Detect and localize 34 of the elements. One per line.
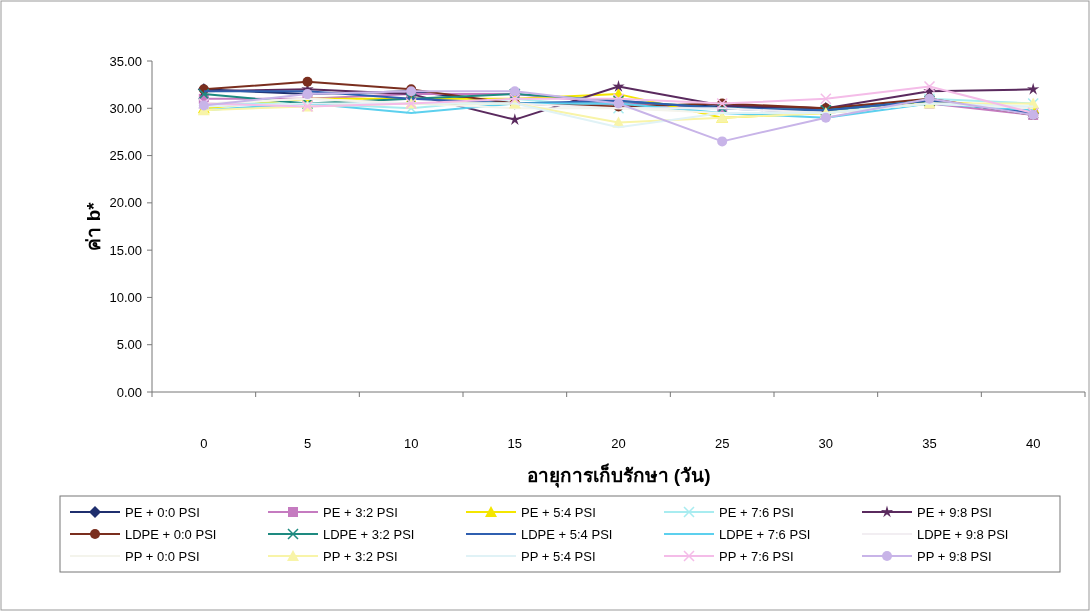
y-axis-title: ค่า b* bbox=[83, 201, 104, 251]
legend-label: PE + 0:0 PSI bbox=[125, 504, 200, 520]
legend-label: LDPE + 7:6 PSI bbox=[719, 526, 811, 542]
x-tick-label: 10 bbox=[403, 436, 419, 451]
x-tick-label: 15 bbox=[507, 436, 523, 451]
y-tick-label: 5.00 bbox=[116, 337, 142, 353]
y-tick-label: 10.00 bbox=[109, 289, 142, 305]
legend-label: LDPE + 5:4 PSI bbox=[521, 526, 613, 542]
y-tick-label: 30.00 bbox=[109, 100, 142, 116]
legend-label: LDPE + 0:0 PSI bbox=[125, 526, 217, 542]
x-tick-label: 25 bbox=[714, 436, 730, 451]
legend-label: LDPE + 9:8 PSI bbox=[917, 526, 1009, 542]
legend-label: PP + 9:8 PSI bbox=[917, 548, 992, 564]
y-tick-label: 20.00 bbox=[109, 195, 142, 211]
y-tick-label: 35.00 bbox=[109, 53, 142, 69]
x-tick-label: 0 bbox=[200, 436, 208, 451]
y-tick-label: 0.00 bbox=[116, 384, 142, 400]
x-tick-label: 40 bbox=[1025, 436, 1041, 451]
legend-label: PP + 7:6 PSI bbox=[719, 548, 794, 564]
legend-label: PE + 5:4 PSI bbox=[521, 504, 596, 520]
legend-label: PE + 9:8 PSI bbox=[917, 504, 992, 520]
y-tick-label: 25.00 bbox=[109, 148, 142, 164]
legend-label: PP + 3:2 PSI bbox=[323, 548, 398, 564]
x-tick-label: 20 bbox=[611, 436, 626, 451]
legend-label: LDPE + 3:2 PSI bbox=[323, 526, 415, 542]
legend-label: PP + 0:0 PSI bbox=[125, 548, 200, 564]
x-axis-title: อายุการเก็บรักษา (วัน) bbox=[526, 463, 711, 488]
x-tick-label: 35 bbox=[922, 436, 937, 451]
legend-label: PE + 3:2 PSI bbox=[323, 504, 398, 520]
x-tick-label: 5 bbox=[303, 436, 312, 451]
legend-label: PP + 5:4 PSI bbox=[521, 548, 596, 564]
x-tick-label: 30 bbox=[818, 436, 834, 451]
legend-label: PE + 7:6 PSI bbox=[719, 504, 794, 520]
y-tick-label: 15.00 bbox=[109, 242, 142, 258]
